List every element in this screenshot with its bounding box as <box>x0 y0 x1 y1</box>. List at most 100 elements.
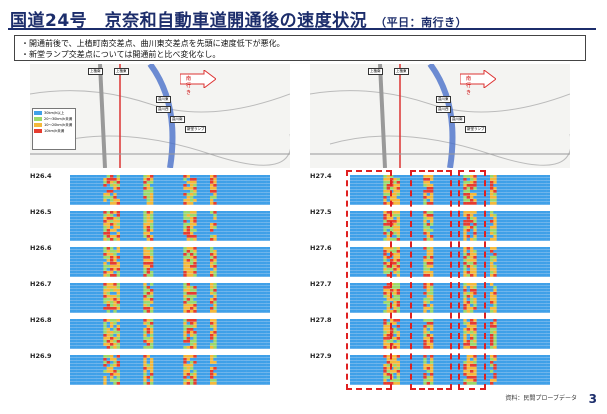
heat-cell <box>526 223 531 226</box>
heat-cell <box>226 379 231 382</box>
heat-cell <box>173 274 177 277</box>
heat-cell <box>263 190 267 193</box>
heat-cell <box>76 289 81 292</box>
heat-cell <box>140 286 144 289</box>
heat-cell <box>130 184 134 187</box>
heat-cell <box>96 184 101 187</box>
heat-cell <box>86 259 91 262</box>
heat-cell <box>233 340 237 343</box>
heat-cell <box>110 202 114 205</box>
heat-cell <box>420 229 424 232</box>
heat-cell <box>120 211 124 214</box>
heat-cell <box>140 250 144 253</box>
heat-cell <box>246 337 251 340</box>
heat-cell <box>110 310 114 313</box>
heat-cell <box>130 358 134 361</box>
heat-cell <box>183 340 187 343</box>
heat-cell <box>180 358 184 361</box>
heat-cell <box>176 304 181 307</box>
heat-strip <box>70 175 271 205</box>
heat-cell <box>210 322 214 325</box>
heat-cell <box>256 286 261 289</box>
heat-cell <box>473 196 477 199</box>
heat-cell <box>133 286 137 289</box>
heat-cell <box>103 334 107 337</box>
heat-cell <box>426 223 431 226</box>
heat-cell <box>173 346 177 349</box>
heat-cell <box>530 217 534 220</box>
heat-cell <box>86 361 91 364</box>
speed-legend: 30km/h以上 20〜30km/h未満 10〜20km/h未満 10km/h未… <box>32 108 76 150</box>
heat-cell <box>223 283 227 286</box>
heat-cell <box>136 178 141 181</box>
heat-cell <box>153 289 157 292</box>
month-block: H27.6 <box>310 244 570 278</box>
heat-cell <box>113 178 117 181</box>
heat-cell <box>170 268 174 271</box>
heat-cell <box>213 175 217 178</box>
heat-cell <box>100 307 104 310</box>
heat-cell <box>220 250 224 253</box>
heat-cell <box>120 346 124 349</box>
heat-cell <box>496 247 501 250</box>
heat-cell <box>170 190 174 193</box>
heat-cell <box>396 232 401 235</box>
heat-cell <box>70 367 74 370</box>
heat-cell <box>230 250 234 253</box>
heat-cell <box>160 199 164 202</box>
heat-cell <box>250 325 254 328</box>
heat-cell <box>416 190 421 193</box>
heat-cell <box>250 235 254 238</box>
heat-cell <box>443 217 447 220</box>
heat-cell <box>180 238 184 241</box>
heat-cell <box>433 247 437 250</box>
heat-cell <box>163 340 167 343</box>
heat-cell <box>250 226 254 229</box>
heat-cell <box>546 184 551 187</box>
heat-cell <box>166 361 171 364</box>
heat-cell <box>266 211 271 214</box>
heat-strip <box>70 247 271 277</box>
heat-cell <box>460 220 464 223</box>
heat-cell <box>200 220 204 223</box>
heat-cell <box>83 181 87 184</box>
heat-cell <box>106 307 111 310</box>
heat-cell <box>233 373 237 376</box>
heat-cell <box>83 382 87 385</box>
heat-cell <box>133 256 137 259</box>
heat-cell <box>123 346 127 349</box>
heat-cell <box>513 220 517 223</box>
heat-cell <box>376 196 381 199</box>
heat-cell <box>170 229 174 232</box>
heat-cell <box>506 181 511 184</box>
heat-cell <box>156 310 161 313</box>
heat-cell <box>103 322 107 325</box>
heat-cell <box>180 337 184 340</box>
heat-cell <box>70 184 74 187</box>
heat-cell <box>490 220 494 223</box>
heat-cell <box>240 379 244 382</box>
heat-cell <box>446 199 451 202</box>
heat-cell <box>243 184 247 187</box>
heat-cell <box>173 379 177 382</box>
heat-cell <box>406 202 411 205</box>
heat-cell <box>400 190 404 193</box>
heat-cell <box>73 337 77 340</box>
heat-cell <box>186 181 191 184</box>
heat-cell <box>476 235 481 238</box>
heat-cell <box>126 250 131 253</box>
heat-cell <box>370 196 374 199</box>
heat-cell <box>396 199 401 202</box>
heat-cell <box>80 343 84 346</box>
heat-cell <box>530 235 534 238</box>
heat-cell <box>506 214 511 217</box>
heat-cell <box>96 238 101 241</box>
heat-cell <box>216 307 221 310</box>
heat-cell <box>113 370 117 373</box>
heat-cell <box>86 229 91 232</box>
heat-cell <box>86 232 91 235</box>
heat-cell <box>203 379 207 382</box>
heat-cell <box>156 298 161 301</box>
heat-cell <box>236 292 241 295</box>
heat-cell <box>420 232 424 235</box>
